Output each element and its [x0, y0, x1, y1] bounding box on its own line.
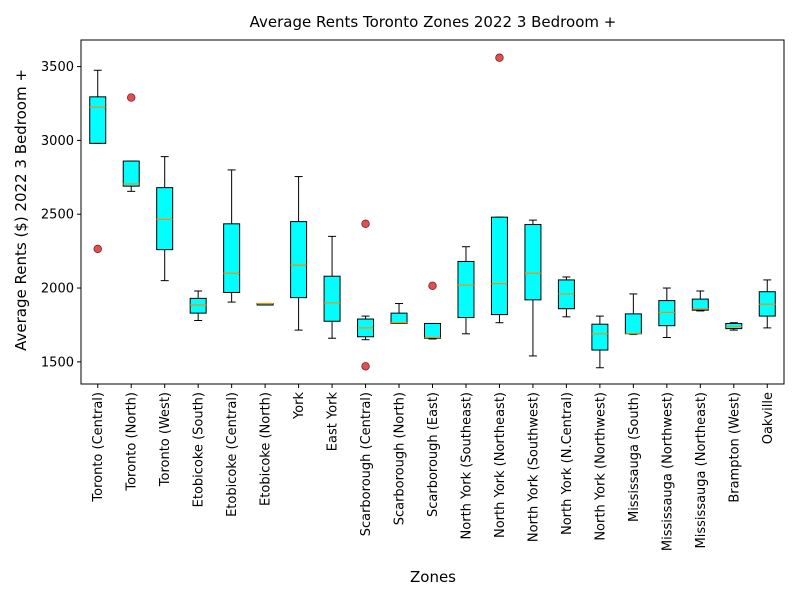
x-tick-label: East York: [326, 392, 341, 452]
box: [323, 275, 341, 322]
chart-title: Average Rents Toronto Zones 2022 3 Bedro…: [250, 13, 617, 31]
box: [490, 216, 508, 316]
x-tick-label: Oakville: [761, 392, 776, 444]
x-tick-label: Mississauga (Northeast): [694, 392, 709, 548]
box: [691, 298, 709, 311]
outlier-point: [127, 93, 136, 102]
x-tick-label: Toronto (North): [125, 392, 140, 492]
x-tick-label: Scarborough (North): [393, 392, 408, 525]
x-tick-label: Toronto (West): [158, 392, 173, 487]
x-tick-label: North York (Northeast): [493, 392, 508, 538]
box: [223, 223, 241, 293]
x-tick-label: North York (N.Central): [560, 392, 575, 535]
box: [189, 297, 207, 314]
y-tick-label: 1500: [41, 355, 74, 370]
y-axis-label: Average Rents ($) 2022 3 Bedroom +: [12, 69, 30, 351]
outlier-point: [428, 281, 437, 291]
x-tick-label: Scarborough (East): [426, 392, 441, 517]
box: [390, 312, 408, 324]
box: [89, 96, 107, 144]
box: [624, 313, 642, 335]
box: [156, 187, 174, 251]
outlier-point: [361, 219, 370, 229]
box: [122, 160, 140, 187]
x-tick-label: York: [292, 392, 307, 421]
y-tick-label: 3500: [41, 60, 74, 75]
box: [290, 221, 308, 299]
x-tick-label: North York (Northwest): [593, 392, 608, 541]
outlier-point: [93, 244, 102, 254]
x-axis-label: Zones: [410, 568, 456, 586]
x-tick-label: Brampton (West): [727, 392, 742, 503]
x-tick-label: Mississauga (South): [627, 392, 642, 522]
y-tick-label: 3000: [41, 134, 74, 149]
box: [524, 224, 542, 301]
x-tick-label: Etobicoke (South): [192, 392, 207, 507]
y-tick-label: 2500: [41, 208, 74, 223]
box: [591, 323, 609, 351]
outlier-point: [361, 362, 370, 371]
outlier-point: [495, 53, 504, 62]
x-tick-label: North York (Southeast): [459, 392, 474, 539]
y-tick-label: 2000: [41, 282, 74, 297]
x-tick-label: Mississauga (Northwest): [660, 392, 675, 551]
plot-area: 1500 2000 2500 3000 3500 Toronto (Central) Tor…: [41, 39, 785, 551]
x-tick-label: Scarborough (Central): [359, 392, 374, 536]
x-tick-label: Etobicoke (North): [259, 392, 274, 506]
x-tick-label: North York (Southwest): [526, 392, 541, 542]
box: [457, 260, 475, 319]
box: [658, 300, 676, 327]
x-tick-label: Toronto (Central): [91, 392, 106, 503]
box: [424, 322, 441, 339]
x-tick-label: Etobicoke (Central): [225, 392, 240, 517]
